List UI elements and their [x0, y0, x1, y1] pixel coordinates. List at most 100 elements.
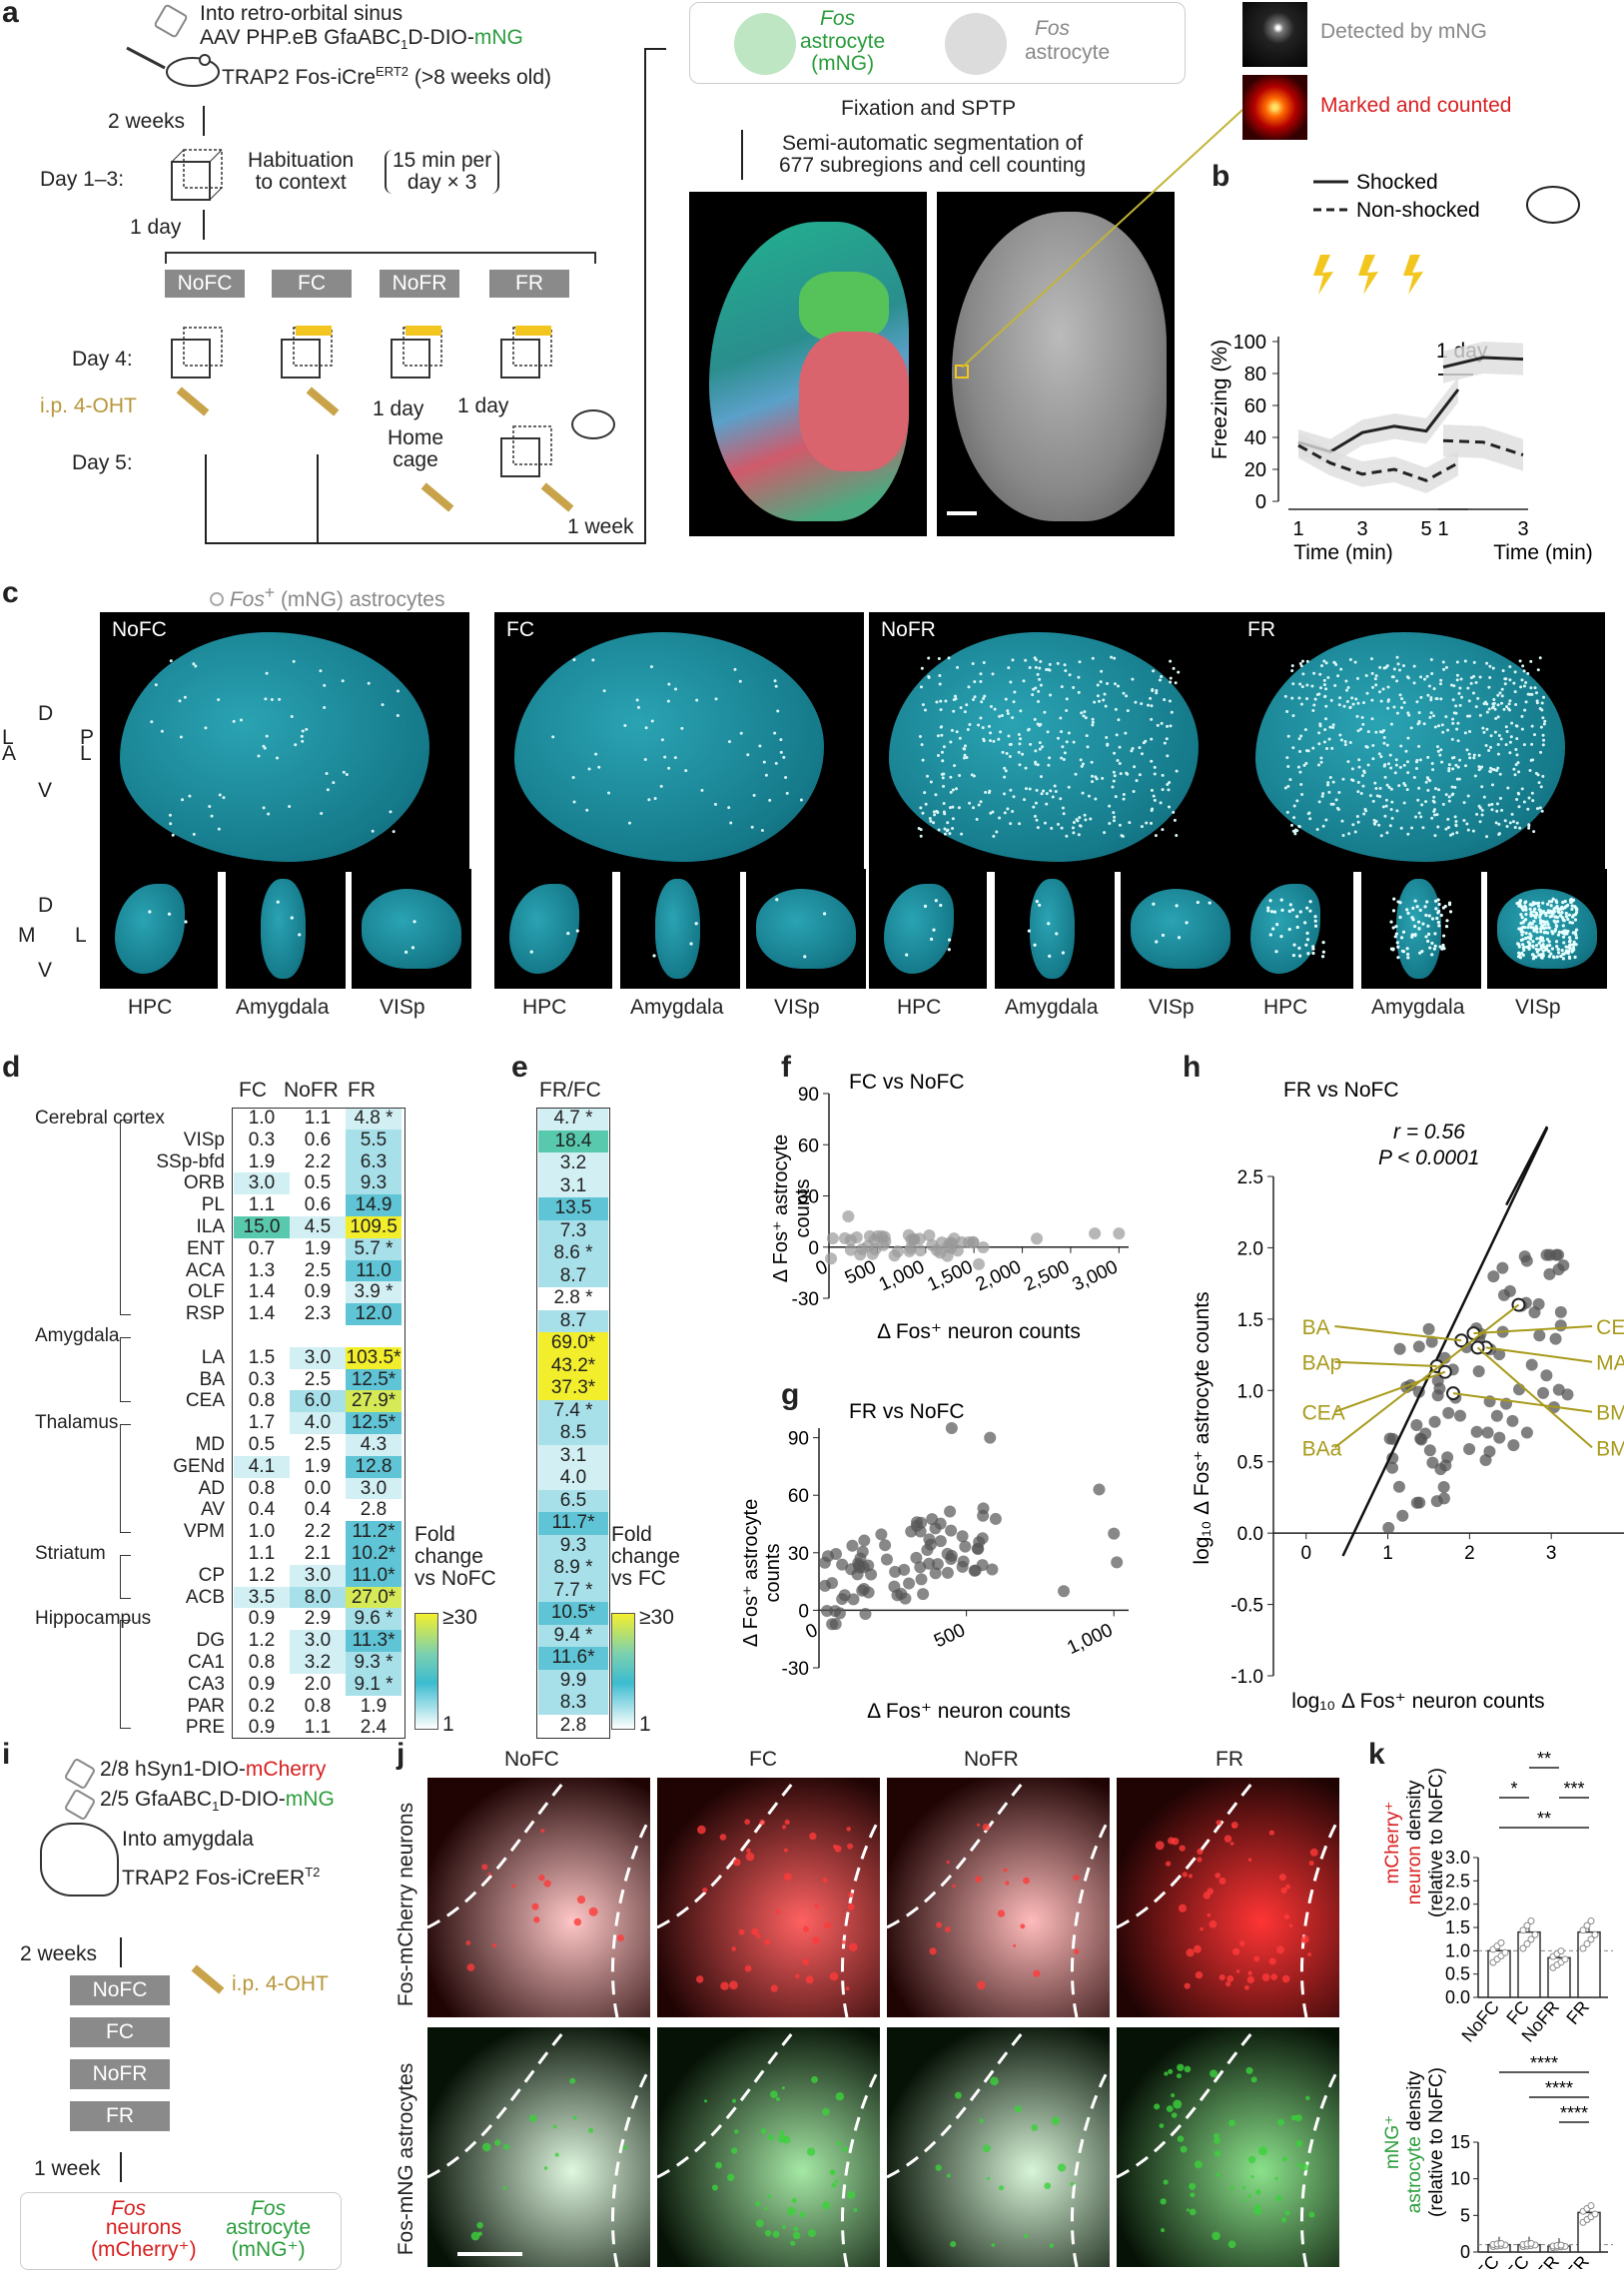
- dashed-boundary: [427, 2027, 569, 2179]
- astrocyte-dot: [1398, 765, 1402, 769]
- y-tick-label: 0: [1255, 491, 1266, 513]
- astrocyte-dot: [1437, 788, 1441, 792]
- astrocyte-dot: [982, 737, 986, 741]
- astrocyte-dot: [1551, 932, 1555, 936]
- astrocyte-dot: [1497, 822, 1501, 826]
- astrocyte-dot: [1125, 694, 1129, 698]
- astrocyte-dot: [262, 806, 266, 810]
- y-tick-label: 60: [798, 1136, 819, 1156]
- astrocyte-dot: [1097, 699, 1101, 703]
- astrocyte-dot: [1433, 899, 1438, 903]
- astrocyte-dot: [1528, 943, 1532, 948]
- heat-cell: 3.2: [538, 1152, 608, 1175]
- cell-dot: [935, 2164, 942, 2171]
- row-label: PL: [201, 1194, 225, 1216]
- astrocyte-dot: [1482, 730, 1486, 734]
- dashed-boundary: [887, 2027, 1029, 2179]
- astrocyte-dot: [1305, 906, 1309, 910]
- astrocyte-dot: [1427, 684, 1431, 688]
- astrocyte-dot: [1392, 897, 1396, 901]
- out-astro: astrocyte (mNG⁺): [226, 2216, 312, 2261]
- astrocyte-dot: [1298, 910, 1302, 914]
- astrocyte-dot: [1519, 685, 1523, 689]
- cell-dot: [775, 1908, 781, 1914]
- astrocyte-dot: [1547, 955, 1551, 959]
- astrocyte-dot: [1290, 664, 1294, 668]
- astrocyte-dot: [1435, 916, 1439, 921]
- astrocyte-dot: [1080, 711, 1084, 715]
- cell-dot: [1195, 1970, 1204, 1979]
- astrocyte-dot: [1381, 805, 1385, 809]
- astrocyte-dot: [1487, 803, 1491, 807]
- astrocyte-dot: [1488, 664, 1492, 668]
- cell-dot: [751, 1927, 759, 1935]
- data-point: [1487, 1270, 1500, 1283]
- row-label: BA: [199, 1368, 225, 1390]
- cell-dot: [950, 2241, 957, 2248]
- astrocyte-dot: [1412, 664, 1416, 668]
- astrocyte-dot: [1385, 831, 1389, 835]
- astrocyte-dot: [1539, 725, 1543, 729]
- cell-dot: [729, 1980, 738, 1990]
- astrocyte-dot: [1370, 685, 1374, 689]
- axis-l3: L: [75, 924, 87, 947]
- astrocyte-dot: [1395, 941, 1399, 945]
- astrocyte-dot: [1426, 788, 1430, 792]
- cell-dot: [1227, 2240, 1236, 2249]
- data-point: [1557, 1259, 1570, 1272]
- astrocyte-dot: [1426, 939, 1430, 943]
- astrocyte-dot: [367, 681, 371, 685]
- cell-dot: [830, 2170, 836, 2175]
- cell-dot: [588, 1906, 598, 1916]
- astrocyte-dot: [918, 735, 922, 739]
- heat-cell: 0.2: [234, 1695, 290, 1718]
- data-point: [819, 1579, 832, 1592]
- data-point: [1412, 1340, 1425, 1353]
- k-y2-c: (relative to NoFC): [1426, 2067, 1447, 2217]
- astrocyte-dot: [1268, 899, 1272, 903]
- i-virus1: 2/8 hSyn1-DIO-mCherry: [100, 1758, 327, 1781]
- astrocyte-dot: [1159, 801, 1163, 805]
- heat-cell: 12.5*: [346, 1412, 402, 1434]
- astrocyte-dot: [1451, 717, 1455, 721]
- astrocyte-dot: [1084, 818, 1088, 822]
- astrocyte-dot: [955, 787, 959, 791]
- astrocyte-dot: [1508, 821, 1512, 825]
- astrocyte-dot: [1341, 777, 1345, 781]
- out-neurons: neurons (mCherry⁺): [91, 2216, 197, 2261]
- data-point: [934, 1246, 947, 1259]
- astrocyte-dot: [1045, 802, 1049, 806]
- astrocyte-dot: [920, 666, 924, 670]
- astrocyte-dot: [1568, 936, 1572, 940]
- astrocyte-dot: [1532, 955, 1537, 959]
- cell-dot: [719, 1834, 727, 1841]
- astrocyte-dot: [1446, 728, 1450, 732]
- heat-cell: 0.4: [290, 1499, 346, 1522]
- hierarchy-bracket: [120, 1424, 131, 1534]
- row-label: RSP: [185, 1303, 225, 1325]
- data-point: [956, 1530, 969, 1543]
- row-label: Thalamus: [35, 1412, 119, 1434]
- y-tick-label: 60: [788, 1486, 809, 1507]
- astrocyte-dot: [1426, 777, 1430, 781]
- astrocyte-dot: [1508, 699, 1512, 703]
- astrocyte-dot: [1541, 901, 1545, 905]
- astrocyte-dot: [1441, 946, 1446, 950]
- atlas-section-image: [689, 192, 927, 536]
- cell-dot: [1005, 1881, 1010, 1886]
- astrocyte-dot: [1508, 665, 1512, 669]
- astrocyte-dot: [966, 728, 970, 732]
- heat-cell: 2.9: [290, 1608, 346, 1631]
- row-label: DG: [196, 1630, 226, 1652]
- astrocyte-dot: [1039, 659, 1043, 663]
- cell-dot: [782, 2135, 791, 2144]
- astrocyte-dot: [1305, 697, 1309, 701]
- astrocyte-dot: [1391, 675, 1395, 679]
- astrocyte-dot: [1371, 799, 1375, 803]
- astrocyte-dot: [1303, 921, 1307, 925]
- astrocyte-dot: [972, 806, 976, 810]
- y-tick-label: -30: [792, 1289, 819, 1310]
- astrocyte-dot: [1043, 710, 1047, 714]
- astrocyte-dot: [1033, 656, 1037, 660]
- astrocyte-dot: [1417, 721, 1421, 725]
